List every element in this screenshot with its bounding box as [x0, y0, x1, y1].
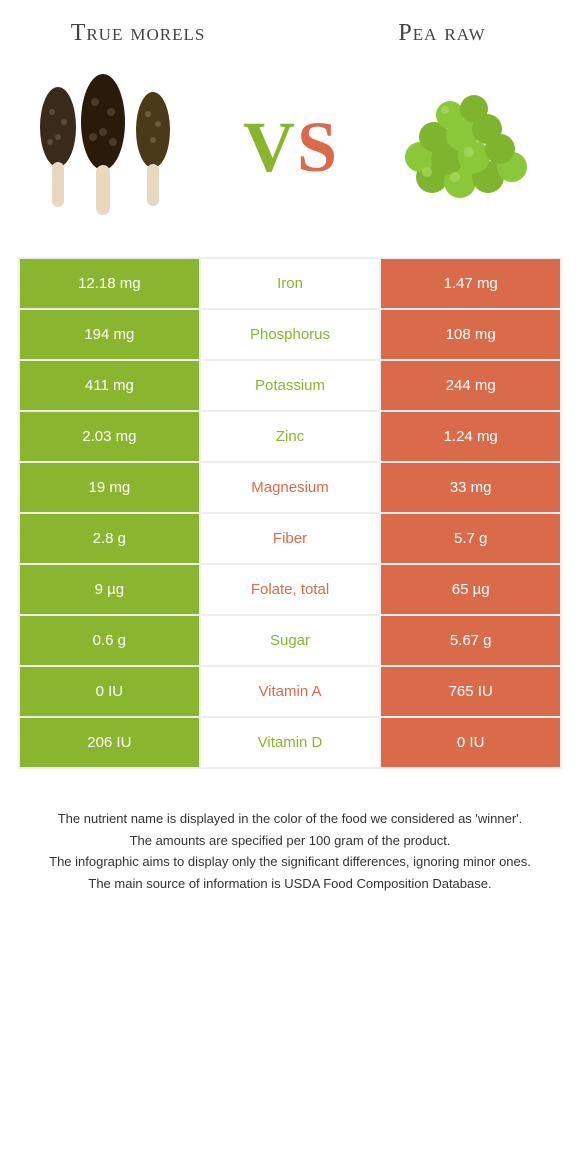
right-value: 108 mg	[381, 310, 560, 359]
left-value: 2.8 g	[20, 514, 201, 563]
left-value: 12.18 mg	[20, 259, 201, 308]
left-food-title: True morels	[38, 20, 238, 47]
footnote-line: The infographic aims to display only the…	[28, 852, 552, 872]
table-row: 411 mgPotassium244 mg	[20, 361, 560, 412]
nutrient-name: Fiber	[201, 514, 382, 563]
peas-image	[382, 67, 552, 227]
table-row: 9 µgFolate, total65 µg	[20, 565, 560, 616]
right-value: 65 µg	[381, 565, 560, 614]
left-value: 2.03 mg	[20, 412, 201, 461]
left-value: 411 mg	[20, 361, 201, 410]
morels-image	[28, 67, 198, 227]
table-row: 206 IUVitamin D0 IU	[20, 718, 560, 767]
right-value: 0 IU	[381, 718, 560, 767]
right-value: 765 IU	[381, 667, 560, 716]
nutrient-table: 12.18 mgIron1.47 mg194 mgPhosphorus108 m…	[18, 257, 562, 769]
table-row: 194 mgPhosphorus108 mg	[20, 310, 560, 361]
table-row: 0.6 gSugar5.67 g	[20, 616, 560, 667]
table-row: 12.18 mgIron1.47 mg	[20, 259, 560, 310]
left-value: 0.6 g	[20, 616, 201, 665]
nutrient-name: Folate, total	[201, 565, 382, 614]
nutrient-name: Sugar	[201, 616, 382, 665]
right-food-title: Pea raw	[342, 20, 542, 47]
right-value: 1.47 mg	[381, 259, 560, 308]
vs-s: S	[297, 111, 337, 183]
table-row: 2.03 mgZinc1.24 mg	[20, 412, 560, 463]
left-value: 19 mg	[20, 463, 201, 512]
right-value: 5.7 g	[381, 514, 560, 563]
left-value: 206 IU	[20, 718, 201, 767]
table-row: 0 IUVitamin A765 IU	[20, 667, 560, 718]
table-row: 2.8 gFiber5.7 g	[20, 514, 560, 565]
vs-v: V	[243, 111, 295, 183]
images-row: VS	[18, 57, 562, 257]
footnote-line: The main source of information is USDA F…	[28, 874, 552, 894]
nutrient-name: Magnesium	[201, 463, 382, 512]
nutrient-name: Vitamin D	[201, 718, 382, 767]
left-value: 194 mg	[20, 310, 201, 359]
nutrient-name: Vitamin A	[201, 667, 382, 716]
footnote-line: The nutrient name is displayed in the co…	[28, 809, 552, 829]
table-row: 19 mgMagnesium33 mg	[20, 463, 560, 514]
nutrient-name: Zinc	[201, 412, 382, 461]
right-value: 1.24 mg	[381, 412, 560, 461]
left-value: 0 IU	[20, 667, 201, 716]
vs-label: VS	[243, 111, 337, 183]
left-value: 9 µg	[20, 565, 201, 614]
footnotes: The nutrient name is displayed in the co…	[18, 809, 562, 893]
nutrient-name: Phosphorus	[201, 310, 382, 359]
nutrient-name: Iron	[201, 259, 382, 308]
right-value: 5.67 g	[381, 616, 560, 665]
right-value: 244 mg	[381, 361, 560, 410]
nutrient-name: Potassium	[201, 361, 382, 410]
titles-row: True morels Pea raw	[18, 20, 562, 57]
right-value: 33 mg	[381, 463, 560, 512]
footnote-line: The amounts are specified per 100 gram o…	[28, 831, 552, 851]
